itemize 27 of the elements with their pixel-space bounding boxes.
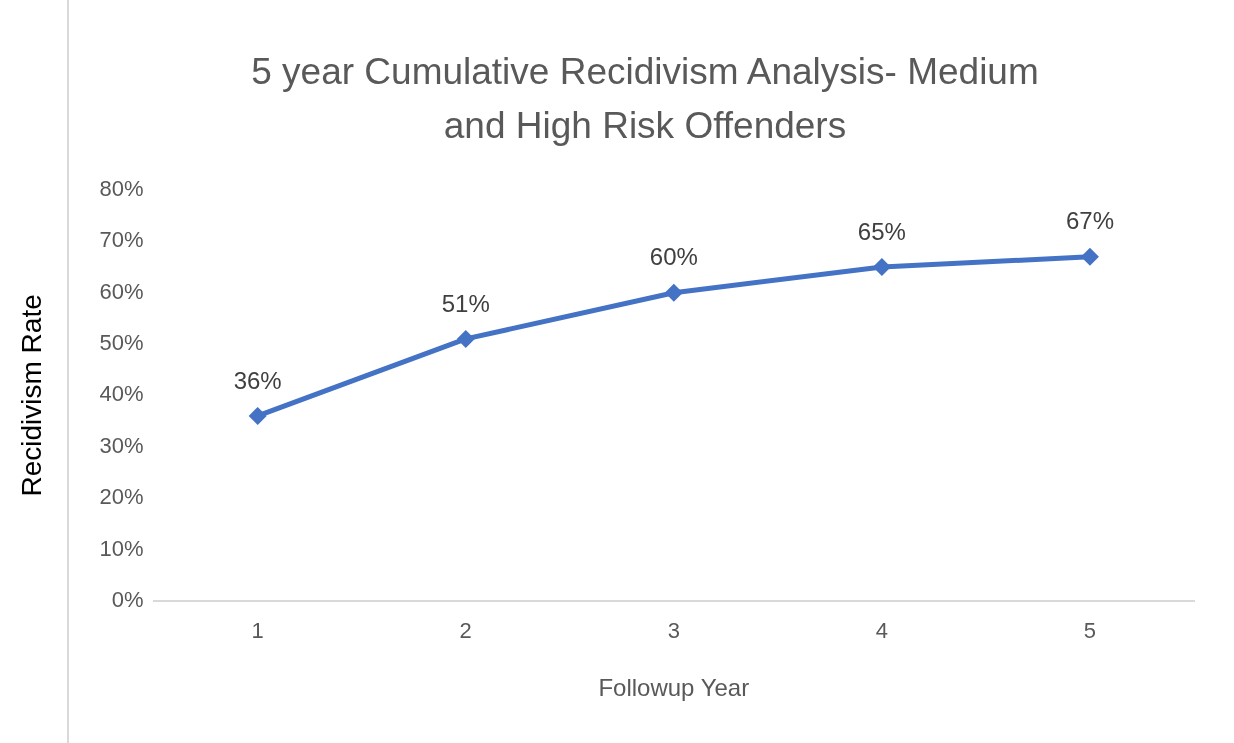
y-tick-label: 20% [99,484,144,510]
point [248,406,267,425]
y-tick-label: 40% [99,381,144,407]
y-tick-label: 50% [99,330,144,356]
x-tick-label: 3 [667,618,680,644]
y-tick-label: 70% [99,227,144,253]
y-tick-label: 60% [99,278,144,304]
point [872,258,891,277]
data-label: 51% [441,289,490,317]
point [456,329,475,348]
x-tick-label: 1 [251,618,264,644]
y-tick-label: 0% [111,586,144,612]
data-label: 36% [233,366,282,394]
data-label: 60% [649,243,698,271]
data-label: 65% [857,217,906,245]
x-axis-title: Followup Year [598,674,750,702]
y-axis-title: Recidivism Rate [15,294,47,497]
data-label: 67% [1065,207,1114,235]
point [1080,247,1099,266]
y-tick-label: 10% [99,535,144,561]
x-tick-label: 4 [875,618,889,644]
x-tick-label: 5 [1083,618,1097,644]
y-tick-label: 30% [99,432,144,458]
x-tick-label: 2 [459,618,472,644]
point [664,283,683,302]
chart-title: 5 year Cumulative Recidivism Analysis- Medium and High Risk Offenders [250,50,1040,148]
y-tick-label: 80% [99,176,144,202]
